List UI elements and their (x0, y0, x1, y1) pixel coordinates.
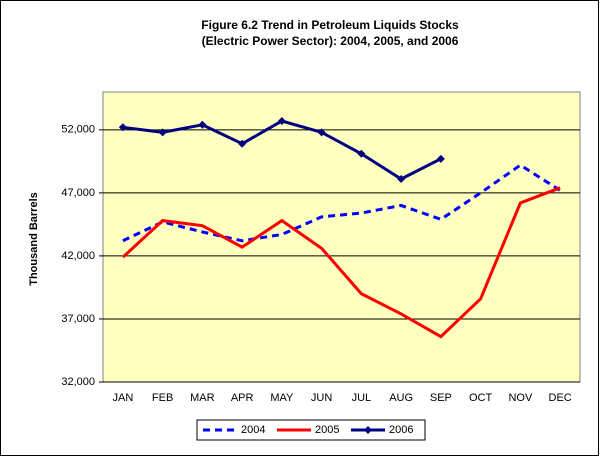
y-tick-label: 37,000 (61, 313, 95, 325)
legend-marker (364, 426, 372, 434)
x-tick-label: SEP (430, 392, 452, 404)
marker (238, 139, 247, 148)
y-axis-label: Thousand Barrels (28, 192, 40, 286)
marker (317, 128, 326, 137)
series-line (122, 163, 561, 243)
chart-title: Figure 6.2 Trend in Petroleum Liquids St… (201, 18, 459, 32)
x-tick-label: OCT (469, 392, 493, 404)
x-tick-label: JAN (112, 392, 133, 404)
legend-label: 2006 (389, 424, 413, 436)
x-tick-label: MAR (190, 392, 215, 404)
x-tick-label: JUL (352, 392, 372, 404)
marker (198, 120, 207, 129)
x-tick-label: DEC (549, 392, 572, 404)
marker (118, 123, 127, 132)
chart-title: (Electric Power Sector): 2004, 2005, and… (202, 34, 459, 48)
y-tick-label: 52,000 (61, 124, 95, 136)
y-tick-label: 42,000 (61, 250, 95, 262)
legend-label: 2005 (315, 424, 339, 436)
x-tick-label: NOV (508, 392, 533, 404)
marker (158, 128, 167, 137)
plot-area (102, 91, 581, 383)
x-tick-label: AUG (389, 392, 413, 404)
legend-label: 2004 (241, 424, 265, 436)
y-tick-label: 32,000 (61, 376, 95, 388)
x-tick-label: JUN (311, 392, 332, 404)
x-tick-label: MAY (270, 392, 294, 404)
x-tick-label: APR (231, 392, 254, 404)
y-tick-label: 47,000 (61, 187, 95, 199)
marker (397, 175, 406, 183)
marker (436, 154, 445, 163)
series-line (121, 186, 561, 339)
x-tick-label: FEB (152, 392, 173, 404)
marker (357, 149, 366, 158)
marker (277, 117, 286, 125)
